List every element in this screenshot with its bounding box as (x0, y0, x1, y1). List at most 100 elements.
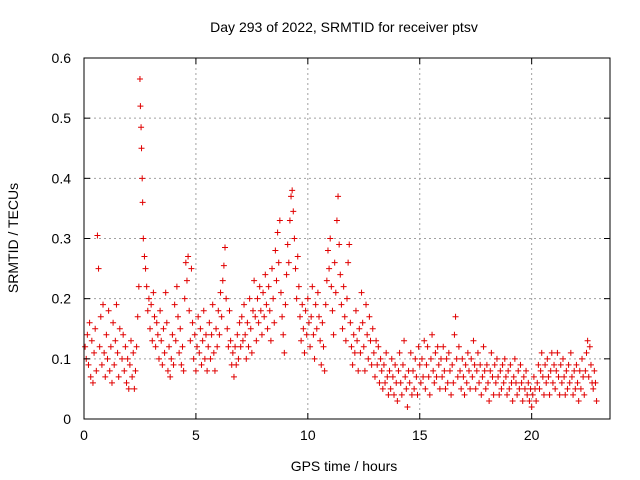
data-point (347, 319, 354, 326)
data-point (284, 241, 291, 248)
data-point (204, 367, 211, 374)
data-point (364, 331, 371, 338)
data-point (434, 343, 441, 350)
data-point (276, 217, 283, 224)
data-point (420, 373, 427, 380)
data-point (482, 385, 489, 392)
data-point (446, 367, 453, 374)
data-point (314, 289, 321, 296)
data-point (331, 259, 338, 266)
data-point (518, 379, 525, 386)
data-point (124, 355, 131, 362)
data-point (298, 337, 305, 344)
data-point (477, 361, 484, 368)
data-point (377, 355, 384, 362)
data-point (415, 343, 422, 350)
data-point (528, 403, 535, 410)
data-point (210, 349, 217, 356)
data-point (96, 343, 103, 350)
data-point (172, 337, 179, 344)
data-point (311, 355, 318, 362)
data-point (341, 313, 348, 320)
data-point (119, 355, 126, 362)
data-point (112, 337, 119, 344)
y-tick-label: 0 (63, 411, 71, 427)
data-point (238, 313, 245, 320)
data-point (385, 391, 392, 398)
data-point (207, 355, 214, 362)
data-point (139, 175, 146, 182)
data-point (138, 145, 145, 152)
y-axis-ticks: 0 0.1 0.2 0.3 0.4 0.5 0.6 (52, 50, 610, 427)
data-point (483, 361, 490, 368)
data-point (143, 283, 150, 290)
data-point (564, 385, 571, 392)
data-point (344, 295, 350, 302)
data-point (296, 313, 303, 320)
data-point (593, 397, 600, 404)
data-point (361, 367, 368, 374)
data-point (107, 343, 114, 350)
data-point (476, 379, 483, 386)
data-point (379, 385, 386, 392)
data-point (402, 373, 409, 380)
data-point (592, 379, 599, 386)
data-point (211, 367, 218, 374)
data-point (461, 391, 468, 398)
data-point (317, 337, 324, 344)
data-point (450, 379, 457, 386)
data-point (391, 391, 398, 398)
data-point (480, 343, 487, 350)
data-point (188, 265, 195, 272)
data-point (225, 343, 232, 350)
data-point (264, 325, 271, 332)
data-point (534, 379, 541, 386)
data-point (323, 277, 330, 284)
data-point (321, 367, 328, 374)
chart-title: Day 293 of 2022, SRMTID for receiver pts… (210, 19, 478, 35)
data-point (395, 367, 402, 374)
data-point (383, 349, 390, 356)
data-point (157, 307, 164, 314)
data-point (584, 337, 591, 344)
data-point (125, 385, 132, 392)
data-point (159, 361, 166, 368)
data-point (171, 301, 178, 308)
data-point (411, 385, 418, 392)
data-point (110, 319, 117, 326)
data-point (227, 337, 234, 344)
x-tick-label: 10 (300, 427, 316, 443)
data-point (570, 391, 577, 398)
data-point (310, 331, 317, 338)
data-point (398, 391, 405, 398)
data-point (330, 331, 337, 338)
y-tick-label: 0.6 (52, 50, 72, 66)
data-point (399, 361, 406, 368)
data-point (261, 313, 268, 320)
data-point (548, 349, 555, 356)
data-points-layer (82, 76, 600, 410)
data-point (140, 235, 147, 242)
data-point (230, 373, 237, 380)
data-point (115, 373, 122, 380)
data-point (258, 331, 265, 338)
data-point (285, 259, 292, 266)
data-point (538, 349, 545, 356)
data-point (392, 361, 399, 368)
data-point (371, 373, 378, 380)
data-point (235, 355, 242, 362)
data-point (168, 355, 175, 362)
data-point (380, 361, 387, 368)
data-point (239, 337, 246, 344)
data-point (145, 295, 152, 302)
data-point (97, 313, 104, 320)
data-point (142, 265, 149, 272)
data-point (423, 361, 430, 368)
data-point (222, 244, 229, 251)
data-point (544, 355, 551, 362)
data-point (346, 241, 353, 248)
data-point (150, 289, 157, 296)
data-point (478, 391, 485, 398)
data-point (502, 373, 509, 380)
data-point (389, 373, 396, 380)
